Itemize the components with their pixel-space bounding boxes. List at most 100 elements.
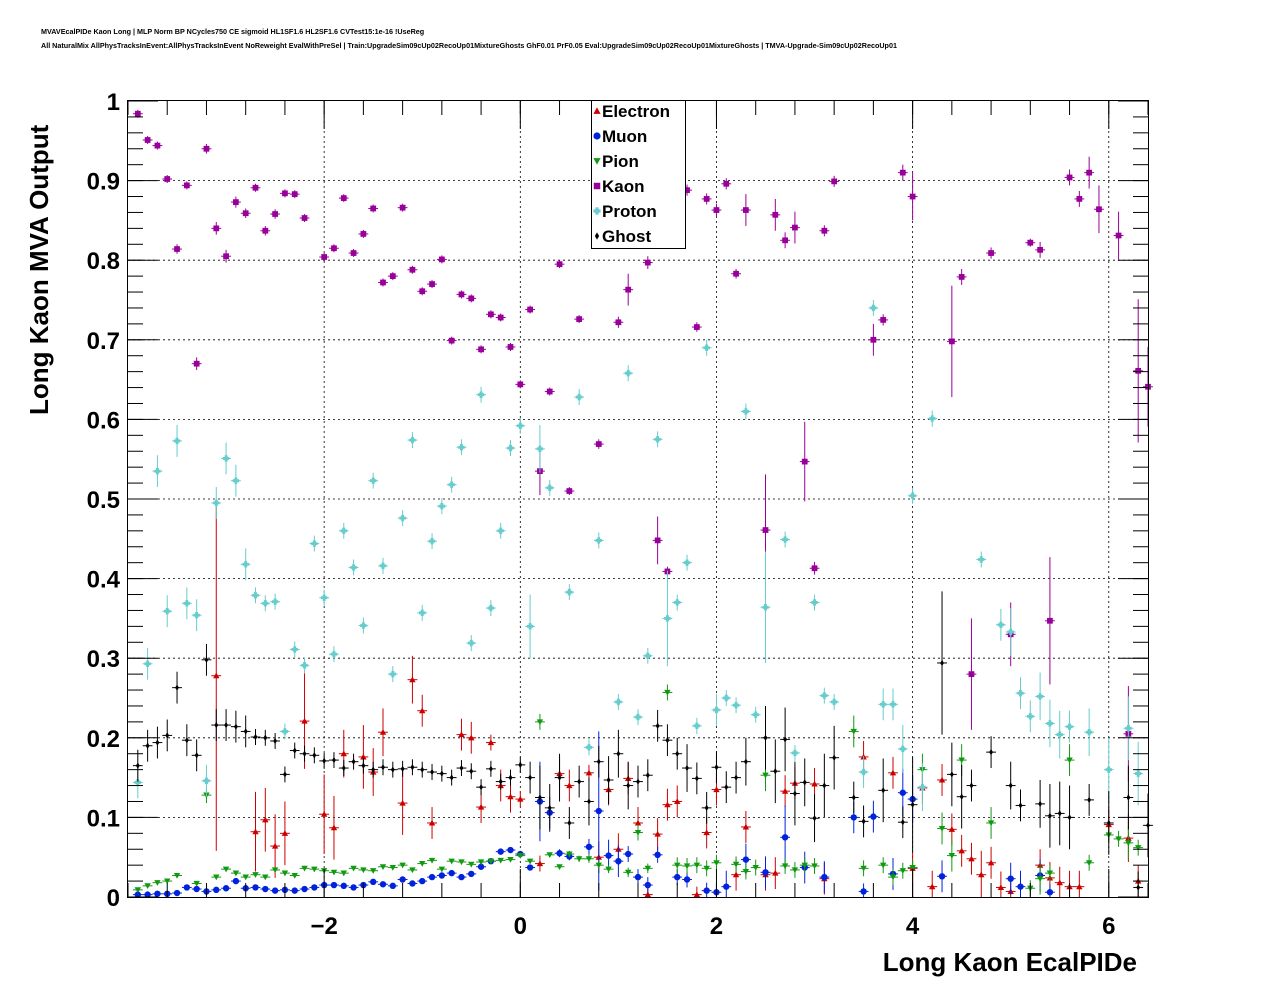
marker-square [488,311,494,318]
data-point [152,455,163,488]
data-point [662,570,673,667]
data-point [731,856,741,873]
data-point [476,386,486,403]
marker-circle [458,873,465,881]
marker-square [684,187,690,194]
data-point [319,774,330,855]
data-point [1074,190,1085,207]
data-point [221,885,231,892]
data-point [505,857,516,863]
data-point [172,889,182,897]
data-point [829,175,840,187]
data-point [397,203,408,212]
marker-circle [870,813,877,820]
data-point [819,687,830,704]
data-point [584,777,594,826]
marker-triangle-down [360,867,367,874]
data-point [878,314,889,326]
legend-label: Ghost [602,227,651,246]
data-point [230,870,241,877]
marker-diamond [479,783,483,791]
data-point [456,873,467,881]
data-point [1045,865,1055,882]
marker-circle [850,814,857,821]
data-point [888,869,898,886]
marker-circle [419,877,426,885]
marker-triangle-down [242,874,249,881]
marker-triangle-down [134,887,142,894]
data-point [574,855,585,862]
data-point [299,214,310,222]
data-point [682,871,692,888]
data-point [280,870,290,877]
data-point [485,734,496,751]
marker-diamond [567,819,572,827]
marker-diamond [812,814,817,822]
marker-triangle-up [320,811,328,817]
marker-cross [693,722,701,730]
marker-triangle-down [909,864,916,871]
marker-triangle-up [379,729,387,735]
marker-diamond [469,768,474,775]
marker-cross [899,745,907,753]
marker-cross [1046,720,1054,727]
marker-cross [154,467,161,475]
data-point [603,865,614,874]
marker-square [831,178,838,185]
data-point [574,315,585,324]
data-point [986,846,996,879]
marker-square [233,199,239,205]
y-tick-label: 0.5 [87,487,120,514]
data-point [740,194,751,226]
marker-triangle-down [517,853,524,859]
data-point [260,787,271,852]
data-point [623,867,634,878]
data-point [790,744,800,761]
data-point [368,204,379,213]
marker-triangle-down [634,829,642,836]
data-point [642,647,653,664]
data-point [691,857,702,874]
marker-triangle-up [938,776,946,783]
marker-square [703,196,710,202]
data-point [387,666,398,683]
series-electron [211,500,1144,898]
marker-cross [526,623,534,630]
data-point [495,773,506,790]
data-point [554,864,565,870]
marker-square [772,211,779,218]
data-point [1133,871,1144,897]
marker-square [693,324,700,330]
data-point [868,800,879,833]
data-point [348,865,359,872]
data-point [1133,741,1144,806]
data-point [1025,700,1036,733]
y-tick-label: 0.6 [87,407,120,434]
data-point [701,193,712,205]
data-point [721,870,732,897]
marker-triangle-up [781,787,789,794]
marker-diamond [557,774,562,781]
data-point [780,857,791,874]
marker-square [438,256,445,263]
data-point [289,887,300,894]
data-point [466,294,477,303]
marker-cross [271,598,279,605]
marker-square [448,337,455,344]
data-point [1054,710,1065,759]
marker-circle [340,882,347,890]
y-tick-label: 0.2 [87,726,120,753]
marker-cross [419,609,426,617]
y-tick-label: 0.9 [87,169,120,196]
marker-diamond [577,778,582,785]
data-point [682,857,692,874]
data-point [691,762,702,795]
marker-cross [723,694,730,702]
data-point [642,863,653,874]
marker-cross [644,652,652,660]
data-point [937,764,947,796]
data-point [682,744,692,792]
marker-circle [723,883,730,890]
data-point [495,848,506,855]
marker-diamond [292,747,297,754]
